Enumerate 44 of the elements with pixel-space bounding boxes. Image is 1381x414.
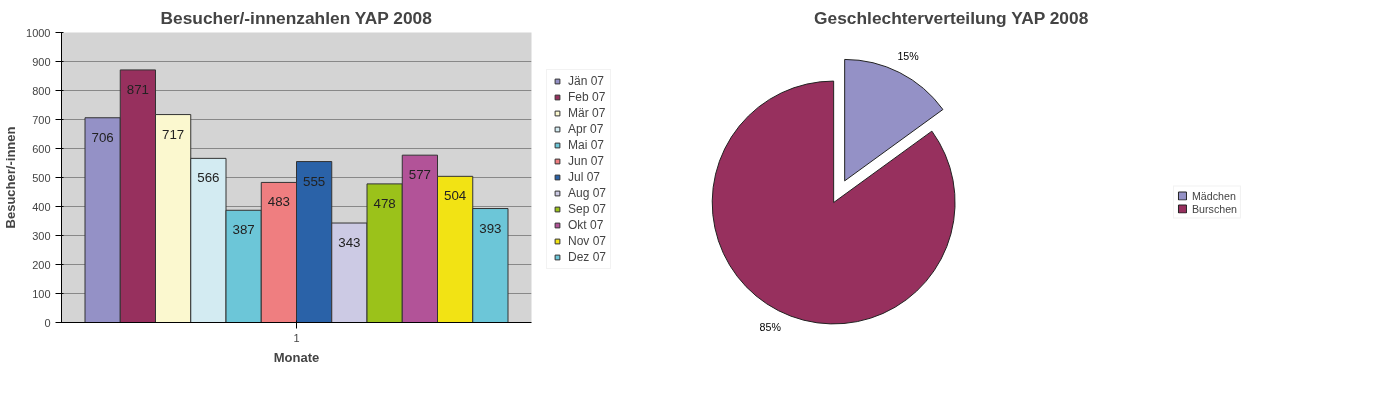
- y-tick-label: 600: [32, 142, 51, 155]
- legend-label: Mai 07: [568, 137, 605, 152]
- y-tick-label: 0: [44, 316, 51, 329]
- legend-label: Apr 07: [568, 121, 604, 136]
- data-label: 504: [444, 188, 467, 204]
- chart-title: Geschlechterverteilung YAP 2008: [814, 7, 1089, 28]
- y-tick-label: 100: [32, 287, 51, 300]
- legend-label: Okt 07: [568, 217, 604, 232]
- legend-label: Jän 07: [568, 73, 605, 88]
- data-label: 343: [338, 235, 361, 251]
- data-label: 85%: [759, 320, 782, 333]
- y-tick-label: 700: [32, 113, 51, 126]
- y-tick-label: 200: [32, 258, 51, 271]
- x-axis-title: Monate: [273, 349, 320, 365]
- data-label: 555: [303, 173, 326, 189]
- data-label: 717: [162, 126, 185, 142]
- y-tick-label: 1000: [26, 26, 51, 39]
- legend-label: Jul 07: [568, 169, 601, 184]
- data-label: 871: [126, 81, 150, 97]
- data-label: 577: [408, 167, 432, 183]
- data-label: 483: [267, 194, 291, 210]
- legend-label: Feb 07: [568, 89, 606, 104]
- y-axis-title: Besucher/-innen: [3, 126, 19, 229]
- y-tick-label: 800: [32, 84, 51, 97]
- legend-label: Mädchen: [1191, 189, 1236, 202]
- data-label: 566: [197, 170, 220, 186]
- y-tick-label: 500: [32, 171, 51, 184]
- data-label: 706: [91, 129, 114, 145]
- data-label: 478: [373, 195, 396, 211]
- data-label: 387: [232, 222, 255, 238]
- y-tick-label: 900: [32, 55, 51, 68]
- legend-label: Burschen: [1191, 202, 1237, 215]
- chart-title: Besucher/-innenzahlen YAP 2008: [160, 7, 433, 28]
- y-tick-label: 300: [32, 229, 51, 242]
- legend-label: Sep 07: [568, 201, 607, 216]
- data-label: 15%: [897, 50, 920, 63]
- legend-label: Mär 07: [568, 105, 606, 120]
- legend-label: Nov 07: [568, 233, 607, 248]
- legend-label: Aug 07: [568, 185, 607, 200]
- y-tick-label: 400: [32, 200, 51, 213]
- data-label: 393: [479, 220, 502, 236]
- x-tick-label: 1: [293, 331, 300, 344]
- legend-label: Jun 07: [568, 153, 605, 168]
- legend-label: Dez 07: [568, 249, 607, 264]
